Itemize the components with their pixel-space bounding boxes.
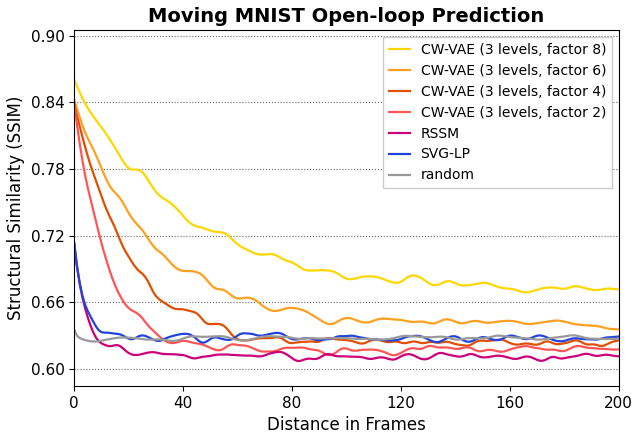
CW-VAE (3 levels, factor 2) [364,347,372,352]
X-axis label: Distance in Frames: Distance in Frames [267,416,426,434]
RSSM [301,356,309,362]
CW-VAE (3 levels, factor 2) [389,353,397,358]
random [73,333,81,338]
CW-VAE (3 levels, factor 4) [615,338,623,343]
RSSM [367,356,375,362]
CW-VAE (3 levels, factor 8) [615,287,623,292]
RSSM [615,354,623,359]
CW-VAE (3 levels, factor 8) [522,290,530,295]
Y-axis label: Structural Similarity (SSIM): Structural Similarity (SSIM) [7,96,25,320]
CW-VAE (3 levels, factor 8) [572,284,579,289]
Line: CW-VAE (3 levels, factor 6): CW-VAE (3 levels, factor 6) [74,100,619,329]
Title: Moving MNIST Open-loop Prediction: Moving MNIST Open-loop Prediction [148,7,545,26]
random [367,336,375,342]
SVG-LP [73,263,81,268]
Legend: CW-VAE (3 levels, factor 8), CW-VAE (3 levels, factor 6), CW-VAE (3 levels, fact: CW-VAE (3 levels, factor 8), CW-VAE (3 l… [383,37,612,188]
CW-VAE (3 levels, factor 2) [299,345,307,350]
CW-VAE (3 levels, factor 2) [269,349,276,354]
SVG-LP [120,333,127,338]
CW-VAE (3 levels, factor 6) [568,321,576,326]
Line: SVG-LP: SVG-LP [74,243,619,343]
CW-VAE (3 levels, factor 8) [70,78,78,83]
CW-VAE (3 levels, factor 2) [572,344,579,349]
CW-VAE (3 levels, factor 6) [73,106,81,111]
CW-VAE (3 levels, factor 8) [269,252,276,257]
random [572,333,579,338]
Line: CW-VAE (3 levels, factor 4): CW-VAE (3 levels, factor 4) [74,105,619,346]
CW-VAE (3 levels, factor 4) [598,343,606,348]
CW-VAE (3 levels, factor 2) [615,347,623,352]
random [90,339,97,344]
CW-VAE (3 levels, factor 6) [70,97,78,102]
Line: RSSM: RSSM [74,244,619,361]
CW-VAE (3 levels, factor 8) [299,266,307,272]
Line: CW-VAE (3 levels, factor 2): CW-VAE (3 levels, factor 2) [74,103,619,355]
CW-VAE (3 levels, factor 2) [120,299,127,304]
CW-VAE (3 levels, factor 4) [299,339,307,344]
CW-VAE (3 levels, factor 6) [364,320,372,325]
random [615,336,623,342]
random [70,327,78,333]
CW-VAE (3 levels, factor 8) [73,83,81,89]
CW-VAE (3 levels, factor 4) [568,338,576,344]
RSSM [296,358,304,363]
RSSM [73,264,81,269]
CW-VAE (3 levels, factor 4) [120,244,127,250]
CW-VAE (3 levels, factor 6) [269,308,276,314]
SVG-LP [572,336,579,341]
SVG-LP [272,330,280,336]
CW-VAE (3 levels, factor 4) [70,102,78,107]
CW-VAE (3 levels, factor 4) [364,339,372,344]
RSSM [120,346,127,351]
CW-VAE (3 levels, factor 2) [73,121,81,127]
CW-VAE (3 levels, factor 4) [269,335,276,340]
CW-VAE (3 levels, factor 6) [615,327,623,332]
random [122,335,130,340]
RSSM [572,354,579,359]
SVG-LP [615,334,623,339]
random [272,334,280,339]
CW-VAE (3 levels, factor 6) [120,201,127,206]
SVG-LP [301,336,309,341]
SVG-LP [70,241,78,246]
SVG-LP [367,336,375,342]
CW-VAE (3 levels, factor 2) [70,100,78,105]
CW-VAE (3 levels, factor 6) [299,307,307,313]
CW-VAE (3 levels, factor 8) [364,274,372,279]
RSSM [269,350,276,355]
random [301,336,309,341]
Line: CW-VAE (3 levels, factor 8): CW-VAE (3 levels, factor 8) [74,80,619,292]
RSSM [70,241,78,247]
CW-VAE (3 levels, factor 4) [73,113,81,118]
Line: random: random [74,330,619,341]
SVG-LP [198,340,206,345]
CW-VAE (3 levels, factor 8) [120,159,127,164]
